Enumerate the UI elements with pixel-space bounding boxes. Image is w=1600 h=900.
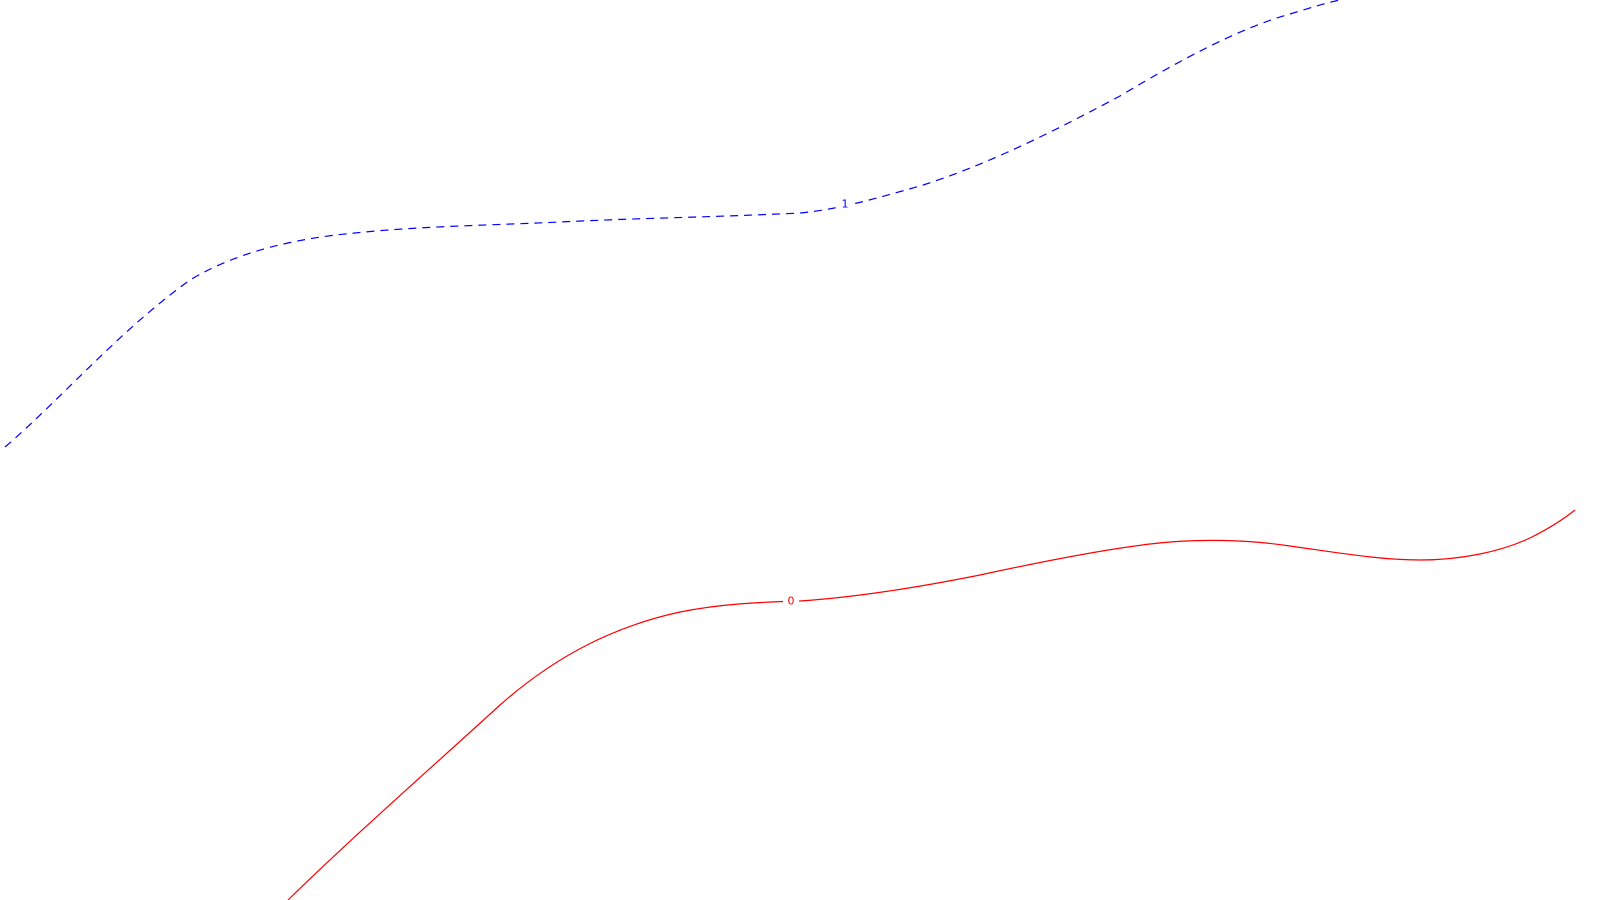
contour-label-0-bg <box>783 594 799 608</box>
contour-line-1-group: 1 <box>4 0 1341 448</box>
contour-line-0 <box>287 509 1576 900</box>
contour-label-1-bg <box>836 197 854 211</box>
contour-label-0: 0 <box>788 595 795 608</box>
contour-line-0-group: 0 <box>287 509 1576 900</box>
contour-label-1: 1 <box>842 198 849 211</box>
